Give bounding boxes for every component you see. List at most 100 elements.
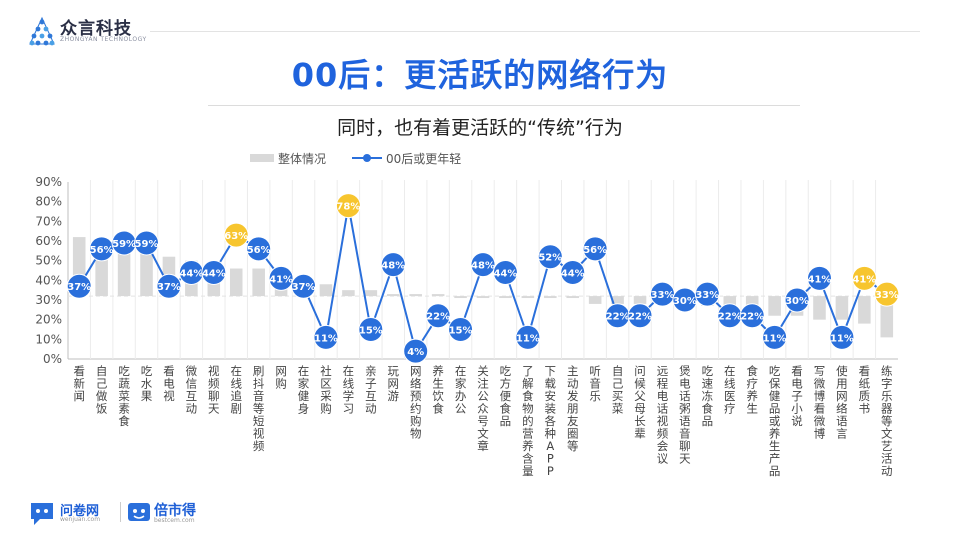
x-tick-label: 视频聊天 xyxy=(208,364,220,416)
data-point xyxy=(762,324,788,350)
x-tick-label: 在线追剧 xyxy=(230,364,242,416)
data-point xyxy=(66,273,92,299)
x-tick-label: 听音乐 xyxy=(589,364,601,403)
bar-overall xyxy=(544,296,557,299)
data-point xyxy=(268,265,294,291)
data-label: 59% xyxy=(112,239,136,250)
data-label: 15% xyxy=(449,326,473,337)
x-tick-label: 网络预约购物 xyxy=(410,364,422,441)
x-tick-label: 煲电话粥语音聊天 xyxy=(679,364,691,466)
data-label: 30% xyxy=(673,296,697,307)
x-tick-label: 看电子小说 xyxy=(791,364,803,428)
bar-overall xyxy=(229,268,243,297)
y-tick-label: 80% xyxy=(35,195,62,209)
x-tick-label: 食疗养生 xyxy=(746,364,758,416)
x-tick-label: 吃方便食品 xyxy=(500,364,512,428)
legend-label-overall: 整体情况 xyxy=(278,152,327,166)
x-tick-label: 亲子互动 xyxy=(365,364,377,416)
x-tick-label: 看电视 xyxy=(163,364,175,403)
bar-overall xyxy=(566,296,580,299)
x-tick-label: 养生饮食 xyxy=(432,364,444,416)
data-label: 56% xyxy=(247,245,271,256)
bar-overall xyxy=(386,294,400,297)
data-label: 22% xyxy=(740,312,764,323)
x-tick-label: 吃速冻食品 xyxy=(702,364,714,428)
data-point xyxy=(335,193,361,219)
x-tick-label: 关注公众号文章 xyxy=(477,364,489,453)
data-label: 30% xyxy=(785,296,809,307)
x-tick-label: 自己买菜 xyxy=(612,364,624,416)
data-label: 11% xyxy=(314,333,338,344)
y-tick-label: 40% xyxy=(35,273,62,287)
data-point xyxy=(694,281,720,307)
x-tick-label: 看纸质书 xyxy=(859,364,871,416)
bestcem-logo-icon xyxy=(128,503,150,521)
bar-overall xyxy=(342,290,355,297)
data-point xyxy=(448,317,474,342)
data-label: 63% xyxy=(224,231,248,242)
y-tick-label: 90% xyxy=(35,175,62,189)
data-point xyxy=(246,236,272,262)
x-tick-label: 使用网络语言 xyxy=(836,364,848,441)
data-point xyxy=(223,222,249,248)
bar-overall xyxy=(611,296,624,304)
data-label: 33% xyxy=(875,290,899,301)
data-label: 56% xyxy=(90,245,114,256)
footer-brand-wenjuan-url: wenjuan.com xyxy=(60,516,101,523)
x-tick-label: 远程电话视频会议 xyxy=(657,364,669,466)
data-label: 48% xyxy=(471,261,495,272)
x-tick-label: 玩网游 xyxy=(388,364,400,403)
y-tick-label: 60% xyxy=(35,234,62,248)
footer-brand-wenjuan: 问卷网 xyxy=(60,504,100,519)
data-point xyxy=(156,273,182,299)
x-tick-label: 了解食物的营养含量 xyxy=(522,364,534,478)
data-label: 37% xyxy=(292,282,316,293)
logo-triangle-icon xyxy=(29,16,55,46)
data-point xyxy=(403,338,429,364)
x-tick-label: 微信互动 xyxy=(186,364,198,416)
y-tick-label: 50% xyxy=(35,254,62,268)
bar-overall xyxy=(858,296,871,324)
data-label: 41% xyxy=(808,274,832,285)
bar-overall xyxy=(745,296,759,306)
bar-overall xyxy=(117,244,131,297)
x-tick-label: 网购 xyxy=(275,364,287,391)
data-point xyxy=(582,236,608,262)
data-point xyxy=(739,303,765,329)
y-tick-label: 70% xyxy=(35,214,62,228)
bar-overall xyxy=(813,296,826,320)
bar-overall xyxy=(880,296,894,338)
bar-overall xyxy=(499,296,512,299)
x-tick-label: 写微博看微博 xyxy=(814,364,826,441)
y-tick-label: 20% xyxy=(35,313,62,327)
data-label: 48% xyxy=(381,261,405,272)
data-point xyxy=(537,244,563,270)
data-point xyxy=(425,303,451,329)
x-tick-label: 在家健身 xyxy=(298,364,310,416)
data-point xyxy=(515,324,541,350)
data-point xyxy=(874,281,900,307)
data-label: 37% xyxy=(67,282,91,293)
bar-overall xyxy=(364,290,378,297)
data-label: 22% xyxy=(628,312,652,323)
footer-brand-bestcem: 倍市得 xyxy=(154,503,196,519)
data-point xyxy=(201,259,227,285)
x-tick-label: 刷抖音等短视频 xyxy=(253,364,265,453)
legend-dot-swatch xyxy=(363,154,371,162)
x-tick-label: 吃水果 xyxy=(141,364,153,403)
data-label: 37% xyxy=(157,282,181,293)
bar-overall xyxy=(409,294,422,297)
bar-overall xyxy=(723,296,737,306)
wenjuan-logo-icon xyxy=(31,503,53,525)
data-point xyxy=(627,303,653,329)
company-subtitle: ZHONGYAN TECHNOLOGY xyxy=(60,36,147,43)
header-divider xyxy=(150,31,920,32)
x-tick-label: 练字乐器等文艺活动 xyxy=(881,364,893,478)
y-tick-label: 10% xyxy=(35,332,62,346)
data-label: 15% xyxy=(359,326,383,337)
data-label: 11% xyxy=(763,333,787,344)
data-label: 11% xyxy=(516,333,540,344)
page-title: 00后：更活跃的网络行为 xyxy=(291,56,669,94)
data-label: 33% xyxy=(695,290,719,301)
data-label: 44% xyxy=(202,268,226,279)
